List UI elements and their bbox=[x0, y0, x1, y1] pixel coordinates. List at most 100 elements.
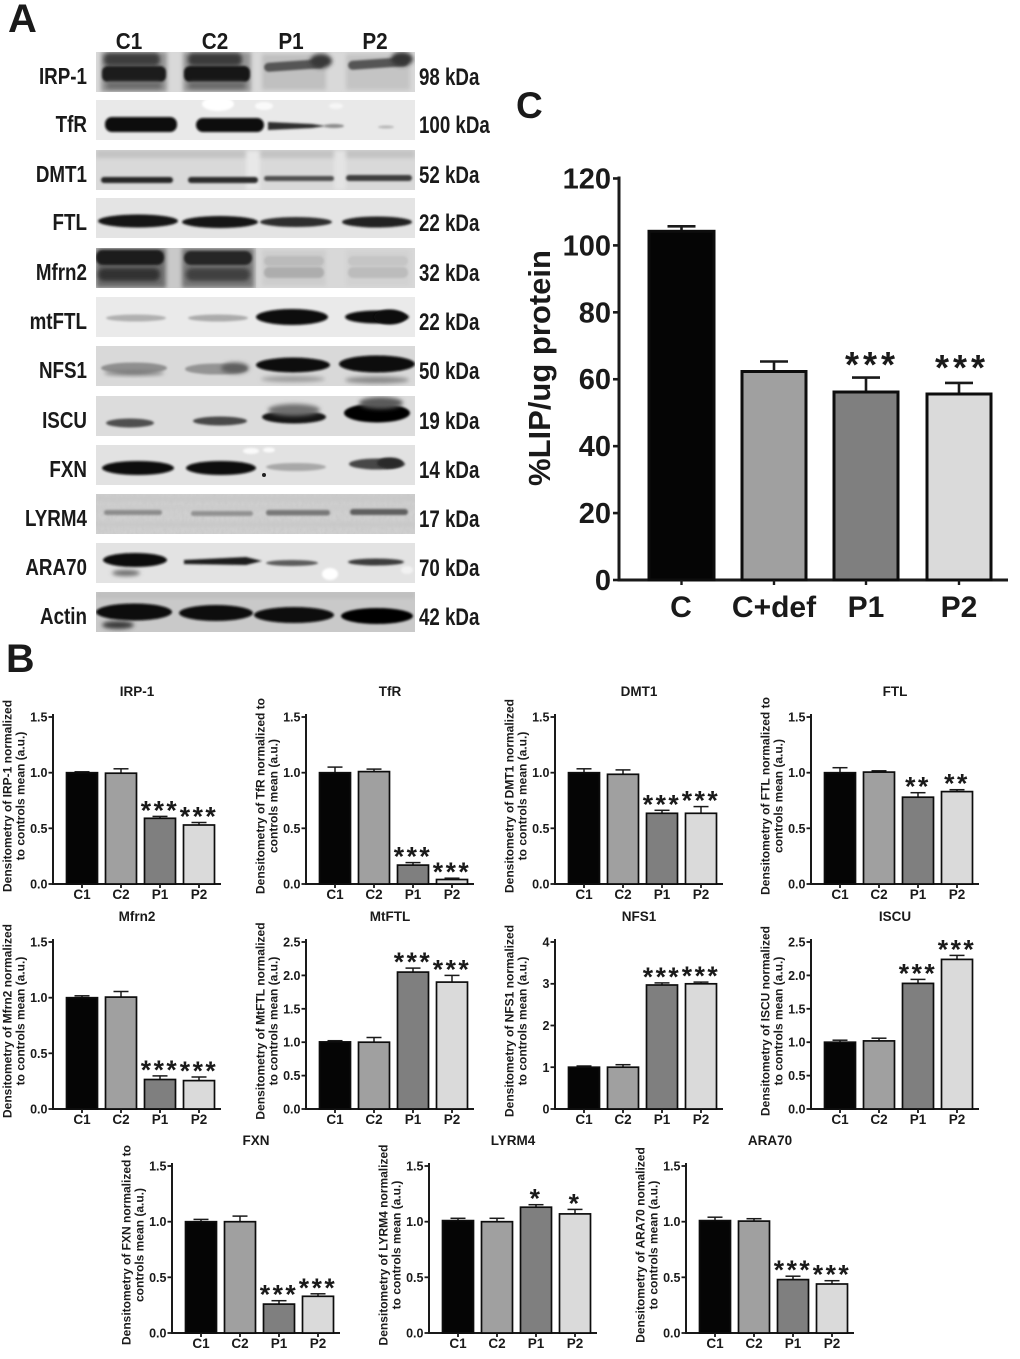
svg-text:P2: P2 bbox=[824, 1336, 841, 1351]
svg-text:P1: P1 bbox=[654, 1112, 671, 1127]
svg-text:1: 1 bbox=[543, 1061, 550, 1075]
svg-text:0.5: 0.5 bbox=[788, 1069, 805, 1083]
svg-text:60: 60 bbox=[579, 364, 611, 396]
svg-text:1.5: 1.5 bbox=[283, 1002, 300, 1016]
svg-text:1.5: 1.5 bbox=[283, 711, 300, 725]
svg-text:0.0: 0.0 bbox=[788, 878, 805, 892]
svg-text:C: C bbox=[670, 591, 692, 624]
svg-text:1.5: 1.5 bbox=[30, 936, 47, 950]
svg-text:0.5: 0.5 bbox=[149, 1271, 166, 1285]
svg-text:2.0: 2.0 bbox=[788, 969, 805, 983]
svg-text:***: *** bbox=[935, 347, 989, 388]
svg-text:LYRM4: LYRM4 bbox=[491, 1133, 536, 1148]
svg-text:TfR: TfR bbox=[379, 684, 402, 699]
svg-text:***: *** bbox=[260, 1280, 298, 1310]
svg-text:***: *** bbox=[141, 795, 179, 825]
svg-text:***: *** bbox=[299, 1273, 337, 1303]
svg-text:P1: P1 bbox=[910, 887, 927, 902]
svg-text:0.5: 0.5 bbox=[406, 1271, 423, 1285]
svg-text:*: * bbox=[569, 1188, 582, 1218]
svg-text:P2: P2 bbox=[444, 887, 461, 902]
svg-text:***: *** bbox=[682, 786, 720, 816]
svg-text:C2: C2 bbox=[231, 1336, 248, 1351]
svg-text:2.0: 2.0 bbox=[283, 969, 300, 983]
svg-text:P1: P1 bbox=[528, 1336, 545, 1351]
svg-text:Densitometry of ARA70 nomalize: Densitometry of ARA70 nomalized bbox=[634, 1147, 648, 1343]
svg-text:Densitometry of TfR normalized: Densitometry of TfR normalized to bbox=[254, 698, 268, 894]
svg-text:DMT1: DMT1 bbox=[621, 684, 658, 699]
svg-text:P2: P2 bbox=[693, 1112, 710, 1127]
svg-text:controls mean (a.u.): controls mean (a.u.) bbox=[267, 739, 281, 853]
svg-text:C2: C2 bbox=[365, 1112, 382, 1127]
svg-text:0.0: 0.0 bbox=[406, 1327, 423, 1341]
svg-text:Densitometry of DMT1 normalize: Densitometry of DMT1 normalized bbox=[503, 699, 517, 893]
svg-text:to controls mean (a.u.): to controls mean (a.u.) bbox=[516, 957, 530, 1086]
svg-text:P1: P1 bbox=[785, 1336, 802, 1351]
svg-text:0.5: 0.5 bbox=[663, 1271, 680, 1285]
svg-text:1.0: 1.0 bbox=[663, 1215, 680, 1229]
svg-text:Densitometry of FXN normalized: Densitometry of FXN normalized to bbox=[120, 1145, 134, 1345]
svg-text:1.0: 1.0 bbox=[283, 766, 300, 780]
svg-text:C1: C1 bbox=[575, 887, 593, 902]
svg-text:to controls mean (a.u.): to controls mean (a.u.) bbox=[772, 957, 786, 1086]
svg-text:C2: C2 bbox=[365, 887, 382, 902]
svg-text:***: *** bbox=[394, 842, 432, 872]
svg-text:to controls mean (a.u.): to controls mean (a.u.) bbox=[390, 1181, 404, 1310]
svg-text:to controls mean (a.u.): to controls mean (a.u.) bbox=[14, 732, 28, 861]
svg-text:0.0: 0.0 bbox=[30, 878, 47, 892]
svg-text:0.0: 0.0 bbox=[30, 1103, 47, 1117]
svg-text:C1: C1 bbox=[73, 1112, 91, 1127]
svg-text:P1: P1 bbox=[848, 591, 885, 624]
svg-text:0: 0 bbox=[543, 1103, 550, 1117]
svg-text:C1: C1 bbox=[449, 1336, 467, 1351]
svg-text:C1: C1 bbox=[326, 1112, 344, 1127]
svg-text:Densitometry of NFS1 normalize: Densitometry of NFS1 normalized bbox=[503, 925, 517, 1117]
svg-text:P2: P2 bbox=[949, 887, 966, 902]
svg-text:FTL: FTL bbox=[883, 684, 908, 699]
svg-text:P2: P2 bbox=[191, 887, 208, 902]
svg-text:P2: P2 bbox=[567, 1336, 584, 1351]
svg-text:C1: C1 bbox=[73, 887, 91, 902]
svg-text:0.0: 0.0 bbox=[283, 878, 300, 892]
svg-text:C+def: C+def bbox=[732, 591, 817, 624]
svg-text:Densitometry of MtFTL normaliz: Densitometry of MtFTL normalized bbox=[254, 922, 268, 1119]
svg-text:P1: P1 bbox=[152, 1112, 169, 1127]
svg-text:1.0: 1.0 bbox=[149, 1215, 166, 1229]
svg-text:***: *** bbox=[682, 961, 720, 991]
svg-text:C1: C1 bbox=[326, 887, 344, 902]
svg-text:***: *** bbox=[180, 802, 218, 832]
svg-text:1.0: 1.0 bbox=[406, 1215, 423, 1229]
svg-text:1.0: 1.0 bbox=[532, 766, 549, 780]
svg-text:0.0: 0.0 bbox=[283, 1103, 300, 1117]
svg-text:***: *** bbox=[813, 1260, 851, 1290]
svg-text:0.5: 0.5 bbox=[30, 1047, 47, 1061]
svg-text:1.5: 1.5 bbox=[149, 1160, 166, 1174]
svg-text:to controls mean (a.u.): to controls mean (a.u.) bbox=[647, 1181, 661, 1310]
svg-text:P1: P1 bbox=[152, 887, 169, 902]
svg-text:0.5: 0.5 bbox=[283, 1069, 300, 1083]
svg-text:P1: P1 bbox=[271, 1336, 288, 1351]
svg-text:1.5: 1.5 bbox=[788, 711, 805, 725]
svg-text:C1: C1 bbox=[706, 1336, 724, 1351]
svg-text:C2: C2 bbox=[112, 887, 129, 902]
svg-text:FXN: FXN bbox=[243, 1133, 270, 1148]
svg-text:***: *** bbox=[394, 947, 432, 977]
svg-text:**: ** bbox=[944, 769, 970, 799]
svg-text:C2: C2 bbox=[870, 1112, 887, 1127]
svg-text:***: *** bbox=[938, 934, 976, 964]
svg-text:*: * bbox=[530, 1184, 543, 1214]
svg-text:P2: P2 bbox=[949, 1112, 966, 1127]
svg-text:Densitometry of FTL normalized: Densitometry of FTL normalized to bbox=[759, 697, 773, 895]
svg-text:1.0: 1.0 bbox=[30, 766, 47, 780]
svg-text:2.5: 2.5 bbox=[283, 936, 300, 950]
svg-text:0.5: 0.5 bbox=[532, 822, 549, 836]
svg-text:P1: P1 bbox=[405, 887, 422, 902]
svg-text:Mfrn2: Mfrn2 bbox=[119, 909, 156, 924]
svg-text:0.5: 0.5 bbox=[788, 822, 805, 836]
svg-text:***: *** bbox=[433, 857, 471, 887]
svg-text:***: *** bbox=[180, 1056, 218, 1086]
svg-text:P2: P2 bbox=[444, 1112, 461, 1127]
svg-text:***: *** bbox=[899, 958, 937, 988]
svg-text:Densitometry of IRP-1 normaliz: Densitometry of IRP-1 normalized bbox=[1, 700, 15, 892]
svg-text:to controls mean (a.u.): to controls mean (a.u.) bbox=[516, 732, 530, 861]
